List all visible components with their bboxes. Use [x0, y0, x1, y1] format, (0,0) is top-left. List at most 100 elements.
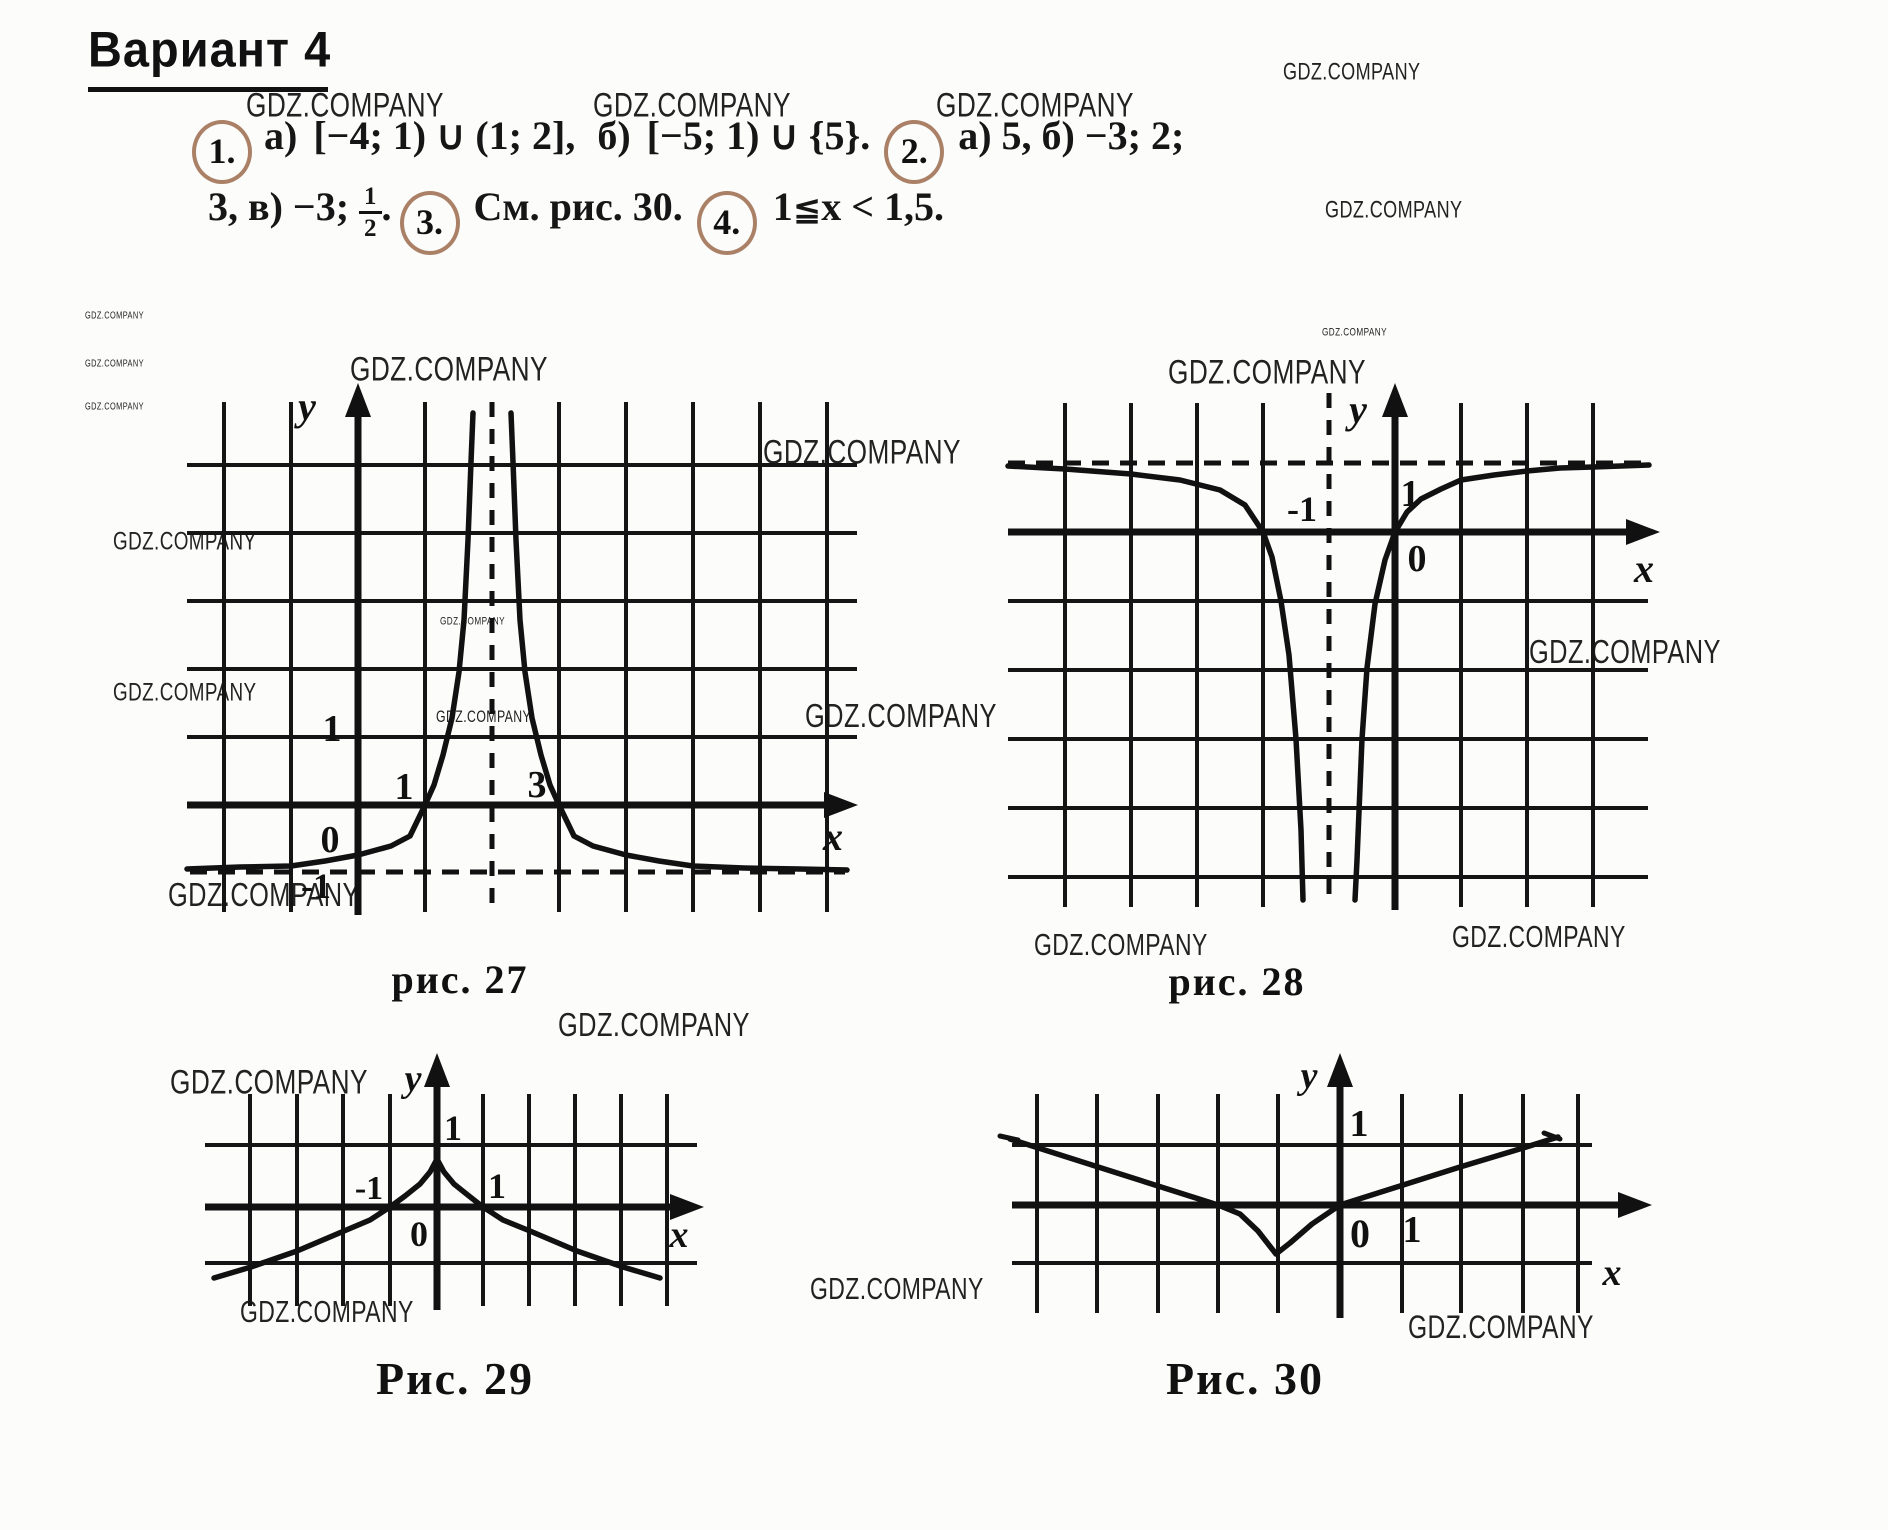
fig29-axes — [205, 1053, 704, 1310]
fig27-x-axis-label: x — [822, 814, 843, 859]
less-equal-sign: ≦ — [792, 189, 822, 229]
fig29-grid — [205, 1094, 697, 1306]
item2-values: а) 5, б) −3; 2; — [958, 113, 1185, 158]
answer-line-1: 1. а) [−4; 1) ∪ (1; 2], б) [−5; 1) ∪ {5}. 2. а… — [192, 112, 1184, 184]
fraction-period: . — [381, 184, 392, 229]
watermark: GDZ.COMPANY — [1452, 920, 1626, 954]
watermark: GDZ.COMPANY — [1529, 633, 1721, 671]
watermark: GDZ.COMPANY — [1168, 352, 1366, 391]
fig30-y-arrow — [1327, 1053, 1353, 1087]
fig28-x-arrow — [1626, 519, 1660, 545]
fig28-y-axis-label: y — [1345, 387, 1367, 432]
fig30-labels: y x 1 0 1 — [1297, 1055, 1622, 1294]
fig30-origin-label: 0 — [1350, 1211, 1370, 1256]
fig28-x-minus1-label: -1 — [1287, 489, 1317, 529]
watermark: GDZ.COMPANY — [1283, 58, 1421, 85]
fig27-caption: рис. 27 — [391, 957, 529, 1002]
watermark: GDZ.COMPANY — [805, 697, 997, 735]
fig29-labels: y x -1 0 1 1 — [355, 1058, 689, 1256]
watermark: GDZ.COMPANY — [85, 310, 144, 321]
watermark: GDZ.COMPANY — [936, 85, 1134, 124]
fig28-curve-left — [1005, 463, 1306, 903]
watermark: GDZ.COMPANY — [170, 1062, 368, 1101]
fraction-numerator: 1 — [359, 184, 382, 214]
circled-number-2: 2. — [884, 120, 945, 184]
item1-a-value: [−4; 1) ∪ (1; 2], — [313, 113, 576, 158]
fig28-y1-label: 1 — [1401, 473, 1420, 515]
watermark: GDZ.COMPANY — [1408, 1310, 1594, 1346]
page-title: Вариант 4 — [88, 21, 332, 78]
fig30-graph: y x 1 0 1 — [997, 1053, 1652, 1318]
fig30-axes — [1012, 1053, 1652, 1318]
fig29-x1-label: 1 — [488, 1166, 506, 1206]
fig28-caption: рис. 28 — [1168, 959, 1306, 1004]
fig28-axes — [1008, 383, 1660, 910]
fig27-y-axis-label: y — [294, 384, 316, 429]
fig27-axes — [187, 383, 858, 915]
fig28-origin-label: 0 — [1408, 538, 1427, 580]
fig27-x1-label: 1 — [395, 766, 414, 808]
fraction-denominator: 2 — [364, 215, 377, 242]
fig27-graph: y x 1 0 -1 1 3 — [184, 383, 858, 915]
fig30-curve-tick-left — [997, 1133, 1021, 1143]
item1-b-label: б) — [597, 113, 631, 158]
fig28-y-arrow — [1382, 383, 1408, 417]
fig27-grid — [187, 402, 857, 912]
fig28-x-axis-label: x — [1633, 546, 1654, 591]
fig29-caption: Рис. 29 — [375, 1353, 535, 1404]
fig29-y-axis-label: y — [401, 1058, 422, 1100]
answer-line-2: 3, в) −3; 1 2. 3. См. рис. 30. 4. 1 ≦ x < 1,5. — [208, 183, 944, 255]
watermark: GDZ.COMPANY — [1322, 327, 1387, 339]
watermark: GDZ.COMPANY — [440, 616, 505, 628]
item2-values-cont: 3, в) −3; — [208, 184, 350, 229]
watermark: GDZ.COMPANY — [168, 876, 360, 914]
fig27-origin-label: 0 — [321, 819, 340, 861]
fig27-y-minus1-label: -1 — [301, 866, 331, 906]
fig29-x-arrow — [670, 1194, 704, 1220]
fig27-curve-right — [508, 410, 850, 873]
watermark: GDZ.COMPANY — [246, 85, 444, 124]
item1-b-value: [−5; 1) ∪ {5}. — [646, 113, 871, 158]
circled-number-4: 4. — [696, 191, 757, 255]
fig30-curve — [1007, 1134, 1561, 1257]
fig29-graph: y x -1 0 1 1 — [205, 1053, 704, 1310]
item4-pre: 1 — [772, 184, 793, 229]
watermark: GDZ.COMPANY — [558, 1006, 750, 1044]
fig28-graph: y x -1 1 0 — [1005, 383, 1660, 910]
watermark: GDZ.COMPANY — [350, 349, 548, 388]
item1-a-label: а) — [264, 113, 298, 158]
fig30-x-axis-label: x — [1602, 1252, 1622, 1294]
watermark: GDZ.COMPANY — [85, 358, 144, 369]
watermark: GDZ.COMPANY — [1034, 928, 1208, 962]
fig30-y-axis-label: y — [1297, 1055, 1318, 1097]
fig29-x-axis-label: x — [669, 1214, 689, 1256]
item4-post: x < 1,5. — [821, 184, 945, 229]
watermark: GDZ.COMPANY — [113, 678, 257, 707]
watermark: GDZ.COMPANY — [436, 708, 532, 727]
fig29-origin-label: 0 — [410, 1214, 428, 1254]
fig27-x-arrow — [824, 792, 858, 818]
fig28-labels: y x -1 1 0 — [1287, 387, 1654, 591]
fig27-labels: y x 1 0 -1 1 3 — [294, 384, 843, 906]
fig27-y1-label: 1 — [323, 708, 342, 750]
item3-text: См. рис. 30. — [473, 184, 683, 229]
fig30-x-arrow — [1618, 1192, 1652, 1218]
fig27-x3-label: 3 — [528, 764, 547, 806]
fig29-y1-label: 1 — [444, 1108, 462, 1148]
watermark: GDZ.COMPANY — [810, 1272, 984, 1306]
fig27-y-arrow — [345, 383, 371, 417]
fig30-caption: Рис. 30 — [1165, 1353, 1325, 1404]
watermark: GDZ.COMPANY — [240, 1295, 414, 1329]
fig29-y-arrow — [424, 1053, 450, 1087]
fig28-asymptotes — [1008, 393, 1651, 902]
title-underline — [88, 87, 328, 92]
fig30-curve-tick-right — [1541, 1130, 1563, 1142]
fig27-curve-left — [184, 410, 476, 872]
circled-number-3: 3. — [399, 191, 460, 255]
fig30-y1-label: 1 — [1350, 1103, 1369, 1145]
watermark: GDZ.COMPANY — [1325, 196, 1463, 223]
circled-number-1: 1. — [192, 120, 252, 184]
watermark: GDZ.COMPANY — [593, 85, 791, 124]
